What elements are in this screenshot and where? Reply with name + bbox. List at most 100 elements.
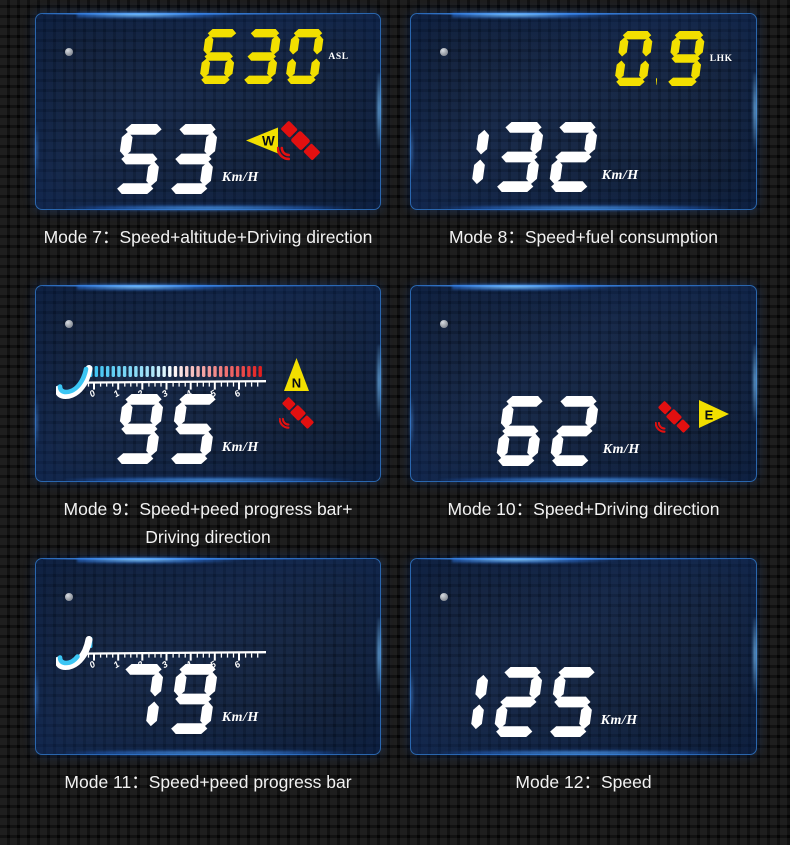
direction-letter: E	[705, 408, 714, 423]
hud-mode-cell-mode-12: Km/H Mode 12：Speed	[409, 556, 758, 796]
direction-arrow-icon: W	[246, 127, 278, 159]
unit-label: Km/H	[600, 713, 638, 728]
status-dot	[65, 593, 73, 601]
secondary-readout: ASL	[198, 29, 349, 84]
direction-arrow-icon: N	[284, 358, 309, 396]
speed-scale-label: 1	[112, 659, 122, 670]
screen-edge-glow	[376, 617, 382, 700]
seven-segment-digit	[244, 29, 281, 84]
seven-segment-value	[113, 664, 219, 734]
mode-caption: Mode 9：Speed+peed progress bar+ Driving …	[63, 499, 353, 547]
status-dot	[440, 320, 448, 328]
seven-segment-digit	[549, 667, 595, 737]
screen-edge-glow	[42, 13, 374, 15]
satellite-icon	[278, 393, 317, 436]
screen-edge-glow	[438, 205, 729, 211]
speed-scale-label: 0	[87, 659, 97, 670]
screen-edge-glow	[77, 556, 243, 564]
unit-label: ASL	[328, 52, 349, 62]
speed-scale-label: 3	[160, 388, 170, 399]
mode-caption: Mode 11：Speed+peed progress bar	[64, 772, 352, 792]
primary-readout: Km/H	[113, 394, 259, 464]
direction-arrow-icon: E	[699, 400, 729, 433]
speed-scale-label: 5	[208, 658, 218, 670]
status-dot	[65, 48, 73, 56]
hud-screen: Km/H 0 1 2 3 4 5 6 N	[34, 283, 382, 483]
screen-edge-glow	[409, 666, 414, 725]
screen-edge-glow	[34, 393, 39, 452]
screen-edge-glow	[417, 558, 750, 560]
mode-caption: Mode 12：Speed	[515, 772, 652, 792]
speed-scale-label: 4	[183, 388, 193, 400]
seven-segment-digit	[125, 664, 164, 727]
direction-letter: N	[292, 376, 301, 391]
seven-segment-value	[113, 394, 219, 464]
hud-screen: Km/H 0 1 2 3 4 5 6	[34, 556, 382, 756]
screen-edge-glow	[452, 556, 618, 564]
screen-edge-glow	[417, 13, 750, 15]
screen-edge-glow	[409, 393, 414, 452]
screen-edge-glow	[417, 285, 750, 287]
screen-edge-glow	[376, 344, 382, 427]
screen-edge-glow	[438, 750, 729, 756]
seven-segment-digit	[170, 664, 217, 734]
satellite-icon	[276, 116, 324, 168]
screen-edge-glow	[34, 666, 39, 725]
seven-segment-value	[438, 667, 598, 737]
unit-label: LHK	[709, 54, 733, 64]
seven-segment-digit	[472, 129, 490, 185]
unit-label: Km/H	[221, 440, 259, 455]
seven-segment-value	[198, 29, 324, 84]
status-dot	[440, 593, 448, 601]
screen-edge-glow	[77, 11, 243, 19]
screen-edge-glow	[452, 283, 618, 291]
status-dot	[440, 48, 448, 56]
hud-screen: Km/H	[409, 556, 758, 756]
speed-progress-bar: 0 1 2 3 4 5 6	[54, 358, 271, 409]
satellite-icon	[654, 397, 693, 440]
primary-readout: Km/H	[113, 124, 259, 194]
secondary-readout: LHK	[613, 31, 733, 86]
primary-readout: Km/H	[494, 396, 640, 466]
unit-label: Km/H	[601, 168, 639, 183]
seven-segment-digit	[170, 394, 216, 464]
unit-label: Km/H	[221, 170, 259, 185]
hud-mode-cell-mode-8: LHK Km/H Mode 8：Speed+fuel consumption	[409, 11, 758, 251]
seven-segment-value	[113, 124, 219, 194]
speed-scale-label: 1	[112, 388, 122, 399]
screen-edge-glow	[438, 477, 729, 483]
seven-segment-value	[494, 396, 600, 466]
seven-segment-digit	[549, 122, 597, 192]
seven-segment-value	[613, 31, 706, 86]
screen-edge-glow	[63, 477, 353, 483]
screen-edge-glow	[376, 72, 382, 155]
screen-edge-glow	[63, 205, 353, 211]
seven-segment-digit	[494, 667, 542, 737]
speed-scale-label: 6	[232, 658, 242, 670]
speed-scale-label: 2	[135, 388, 145, 400]
seven-segment-digit	[117, 394, 164, 464]
seven-segment-digit	[496, 122, 543, 192]
screen-edge-glow	[752, 344, 758, 427]
hud-screen: Km/H E	[409, 283, 758, 483]
screen-edge-glow	[77, 283, 243, 291]
primary-readout: Km/H	[438, 667, 638, 737]
hud-mode-cell-mode-7: ASL Km/H W Mode 7：Speed+altitude+Driving…	[34, 11, 382, 251]
seven-segment-digit	[668, 31, 705, 86]
seven-segment-digit	[170, 124, 217, 194]
direction-letter: W	[262, 134, 275, 149]
screen-edge-glow	[42, 285, 374, 287]
screen-edge-glow	[752, 72, 758, 155]
seven-segment-digit	[615, 31, 653, 86]
seven-segment-digit	[496, 396, 543, 466]
screen-edge-glow	[452, 11, 618, 19]
seven-segment-digit	[285, 29, 323, 84]
hud-mode-cell-mode-10: Km/H E Mode 10：Speed+Driving direction	[409, 283, 758, 523]
screen-edge-glow	[63, 750, 353, 756]
speed-scale-label: 0	[87, 388, 97, 399]
unit-label: Km/H	[221, 710, 259, 725]
speed-scale-label: 5	[208, 387, 218, 399]
seven-segment-digit	[550, 396, 598, 466]
mode-caption: Mode 8：Speed+fuel consumption	[449, 227, 718, 247]
